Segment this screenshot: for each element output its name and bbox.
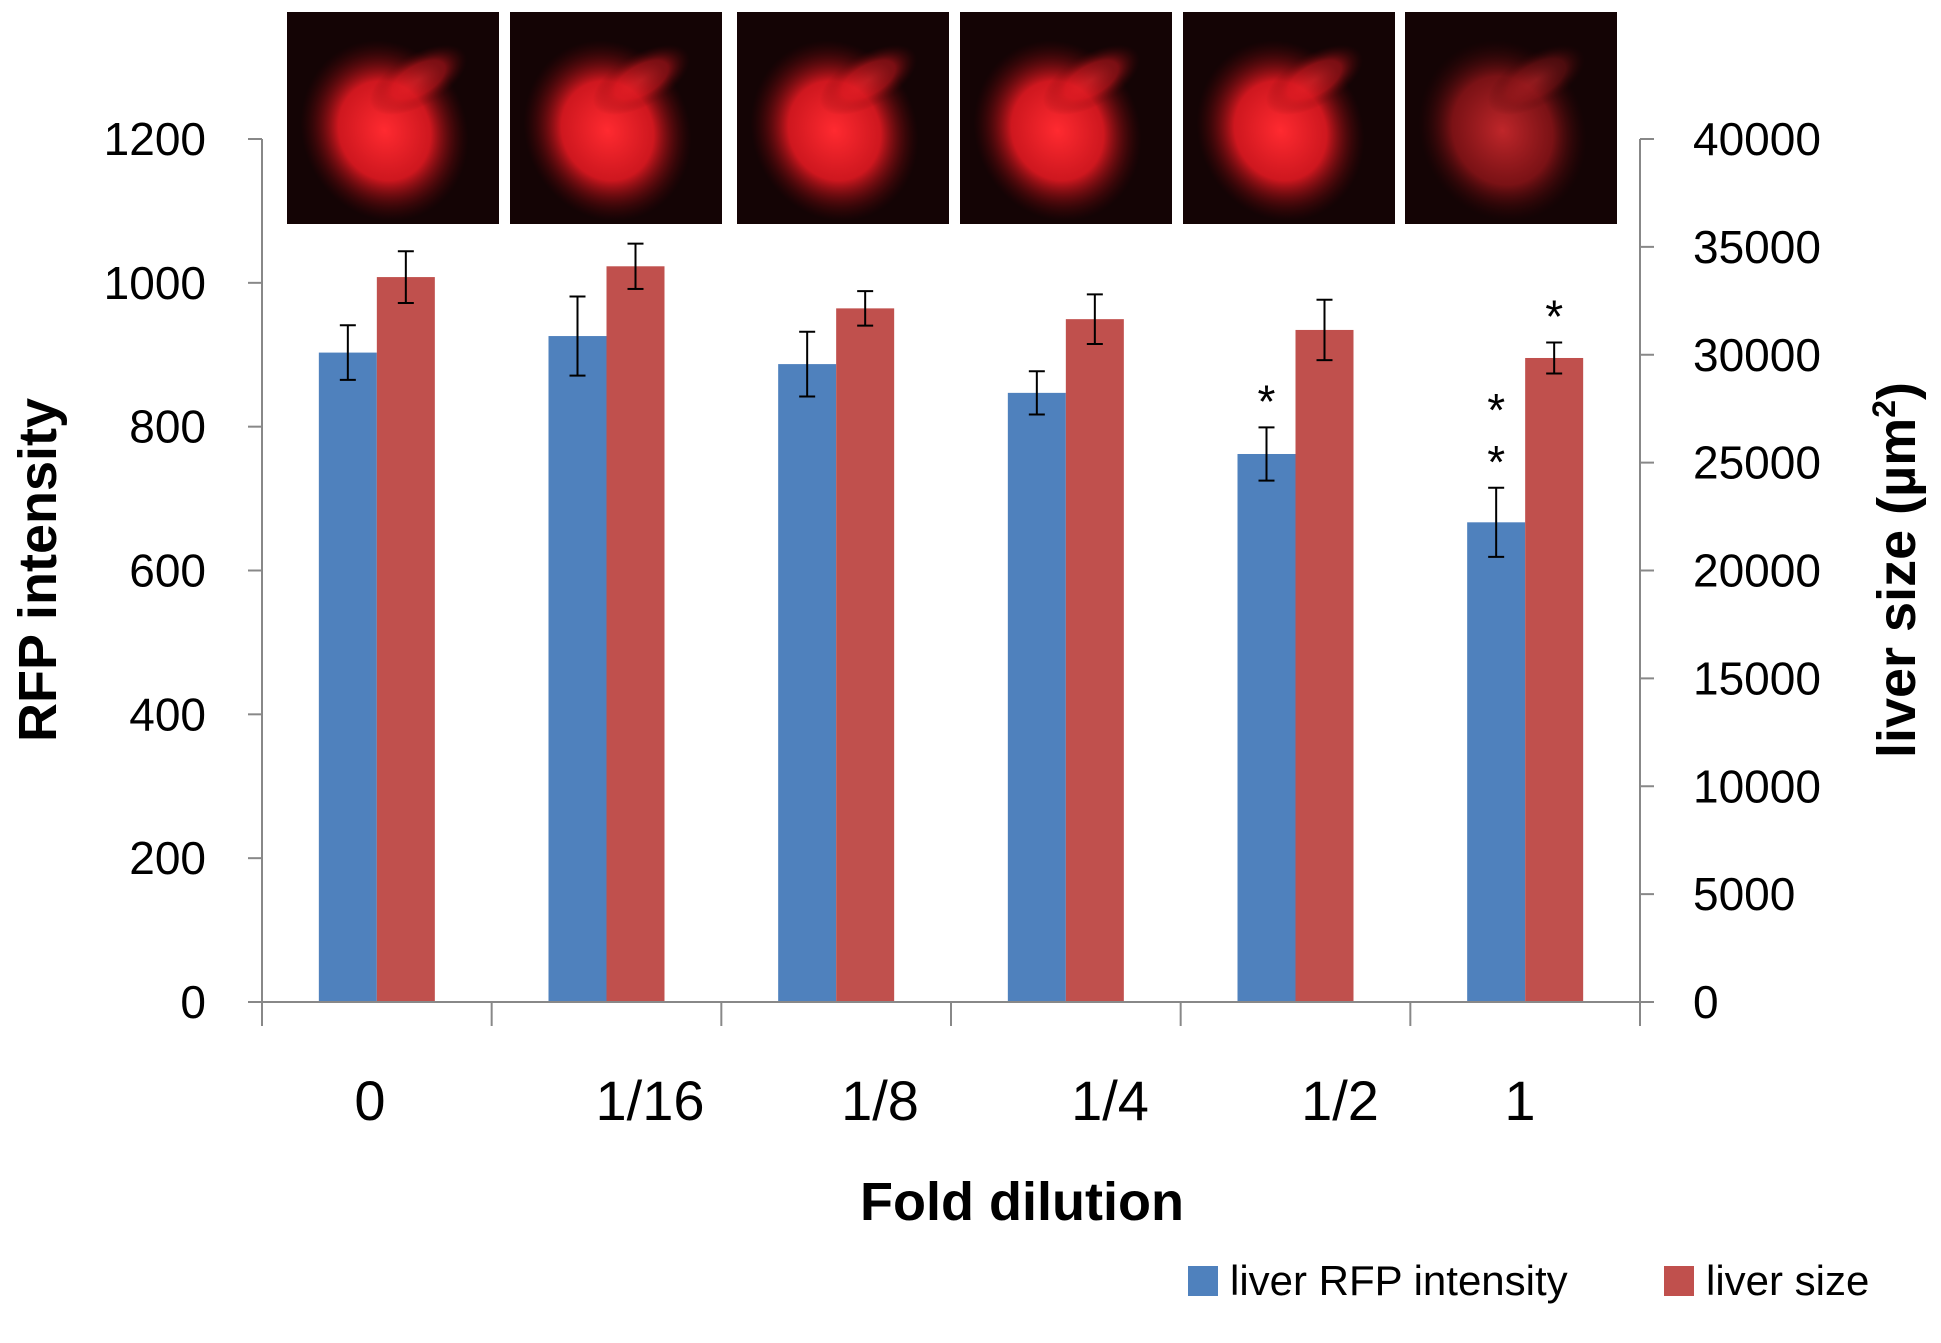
liver-fluorescence-image — [287, 12, 499, 224]
y2-axis-title-close: ) — [1867, 382, 1927, 400]
liver-size-bar — [376, 277, 435, 1003]
liver-size-bar — [836, 308, 895, 1002]
tissue-glow — [592, 44, 690, 115]
liver-fluorescence-image — [737, 12, 949, 224]
legend-swatch — [1664, 1266, 1694, 1296]
tick-labels: 0 200 400 600 800 1000 1200 0 5000 10000 15000 2000… — [104, 113, 1821, 1132]
axes — [248, 138, 1654, 1026]
y2-tick-label: 5000 — [1693, 868, 1795, 920]
tissue-glow — [1042, 44, 1140, 115]
y2-axis-title: liver size (µm2) — [1866, 382, 1927, 758]
legend-label: liver size — [1706, 1257, 1869, 1304]
liver-size-bar — [1525, 357, 1584, 1003]
legend: liver RFP intensity liver size — [1188, 1257, 1869, 1304]
liver-size-bar — [1295, 329, 1354, 1003]
liver-fluorescence-image — [1183, 12, 1395, 224]
y-axis-title: RFP intensity — [8, 398, 68, 742]
y-tick-label: 1200 — [104, 113, 206, 165]
y2-tick-label: 15000 — [1693, 652, 1821, 704]
significance-marker: * * — [1487, 384, 1505, 488]
y-tick-label: 1000 — [104, 257, 206, 309]
x-tick-label: 0 — [354, 1069, 385, 1132]
y-tick-label: 600 — [129, 545, 206, 597]
significance-marker: * — [1258, 375, 1276, 427]
x-axis-title: Fold dilution — [860, 1172, 1184, 1232]
rfp-intensity-bar — [1237, 453, 1296, 1002]
y2-tick-label: 10000 — [1693, 760, 1821, 812]
tissue-glow — [1265, 44, 1363, 115]
legend-label: liver RFP intensity — [1230, 1257, 1568, 1304]
liver-fluorescence-image — [1405, 12, 1617, 224]
y-tick-label: 400 — [129, 688, 206, 740]
legend-swatch — [1188, 1266, 1218, 1296]
y2-tick-label: 30000 — [1693, 329, 1821, 381]
x-tick-label: 1/8 — [841, 1069, 919, 1132]
rfp-intensity-bar — [1007, 392, 1066, 1002]
tissue-glow — [369, 44, 467, 115]
significance-star: * — [1487, 436, 1505, 488]
inset-images — [287, 12, 1617, 224]
x-tick-label: 1/2 — [1301, 1069, 1379, 1132]
y2-axis-title-sup: 2 — [1866, 400, 1902, 418]
rfp-intensity-bar — [548, 336, 607, 1003]
x-tick-label: 1 — [1504, 1069, 1535, 1132]
y-tick-label: 0 — [180, 976, 206, 1028]
liver-size-bar — [606, 266, 665, 1003]
y2-axis-title-main: liver size (µm — [1867, 418, 1927, 758]
liver-fluorescence-image — [960, 12, 1172, 224]
rfp-intensity-bar — [1467, 522, 1526, 1002]
y-tick-label: 200 — [129, 832, 206, 884]
y2-tick-label: 0 — [1693, 976, 1719, 1028]
y2-tick-label: 35000 — [1693, 221, 1821, 273]
x-tick-label: 1/4 — [1071, 1069, 1149, 1132]
y2-tick-label: 20000 — [1693, 545, 1821, 597]
significance-star: * — [1487, 384, 1505, 436]
bars: * * ** — [318, 242, 1584, 1003]
y2-tick-label: 40000 — [1693, 113, 1821, 165]
significance-marker: * — [1545, 290, 1563, 342]
rfp-intensity-bar — [318, 352, 377, 1002]
tissue-glow — [1487, 44, 1585, 115]
liver-size-bar — [1065, 319, 1124, 1002]
y-tick-label: 800 — [129, 401, 206, 453]
x-tick-label: 1/16 — [596, 1069, 705, 1132]
tissue-glow — [819, 44, 917, 115]
liver-fluorescence-image — [510, 12, 722, 224]
rfp-intensity-bar — [778, 364, 837, 1003]
y2-tick-label: 25000 — [1693, 437, 1821, 489]
